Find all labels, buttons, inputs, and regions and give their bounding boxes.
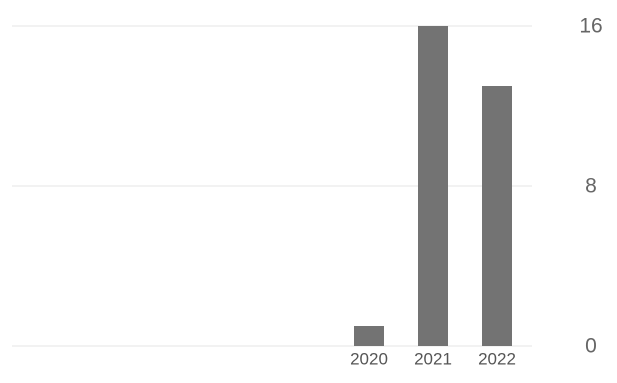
gridlines bbox=[12, 25, 532, 347]
x-tick-label: 2021 bbox=[414, 350, 452, 369]
y-tick-label: 0 bbox=[585, 335, 597, 358]
bar-2022 bbox=[482, 86, 512, 346]
y-axis-ticks: 0 8 16 bbox=[579, 15, 602, 358]
y-tick-label: 16 bbox=[579, 15, 602, 38]
bar-2021 bbox=[418, 26, 448, 346]
x-tick-label: 2020 bbox=[350, 350, 388, 369]
x-tick-label: 2022 bbox=[478, 350, 516, 369]
y-tick-label: 8 bbox=[585, 175, 597, 198]
bars bbox=[354, 26, 512, 346]
bar-2020 bbox=[354, 326, 384, 346]
x-axis-ticks: 2020 2021 2022 bbox=[350, 350, 516, 369]
